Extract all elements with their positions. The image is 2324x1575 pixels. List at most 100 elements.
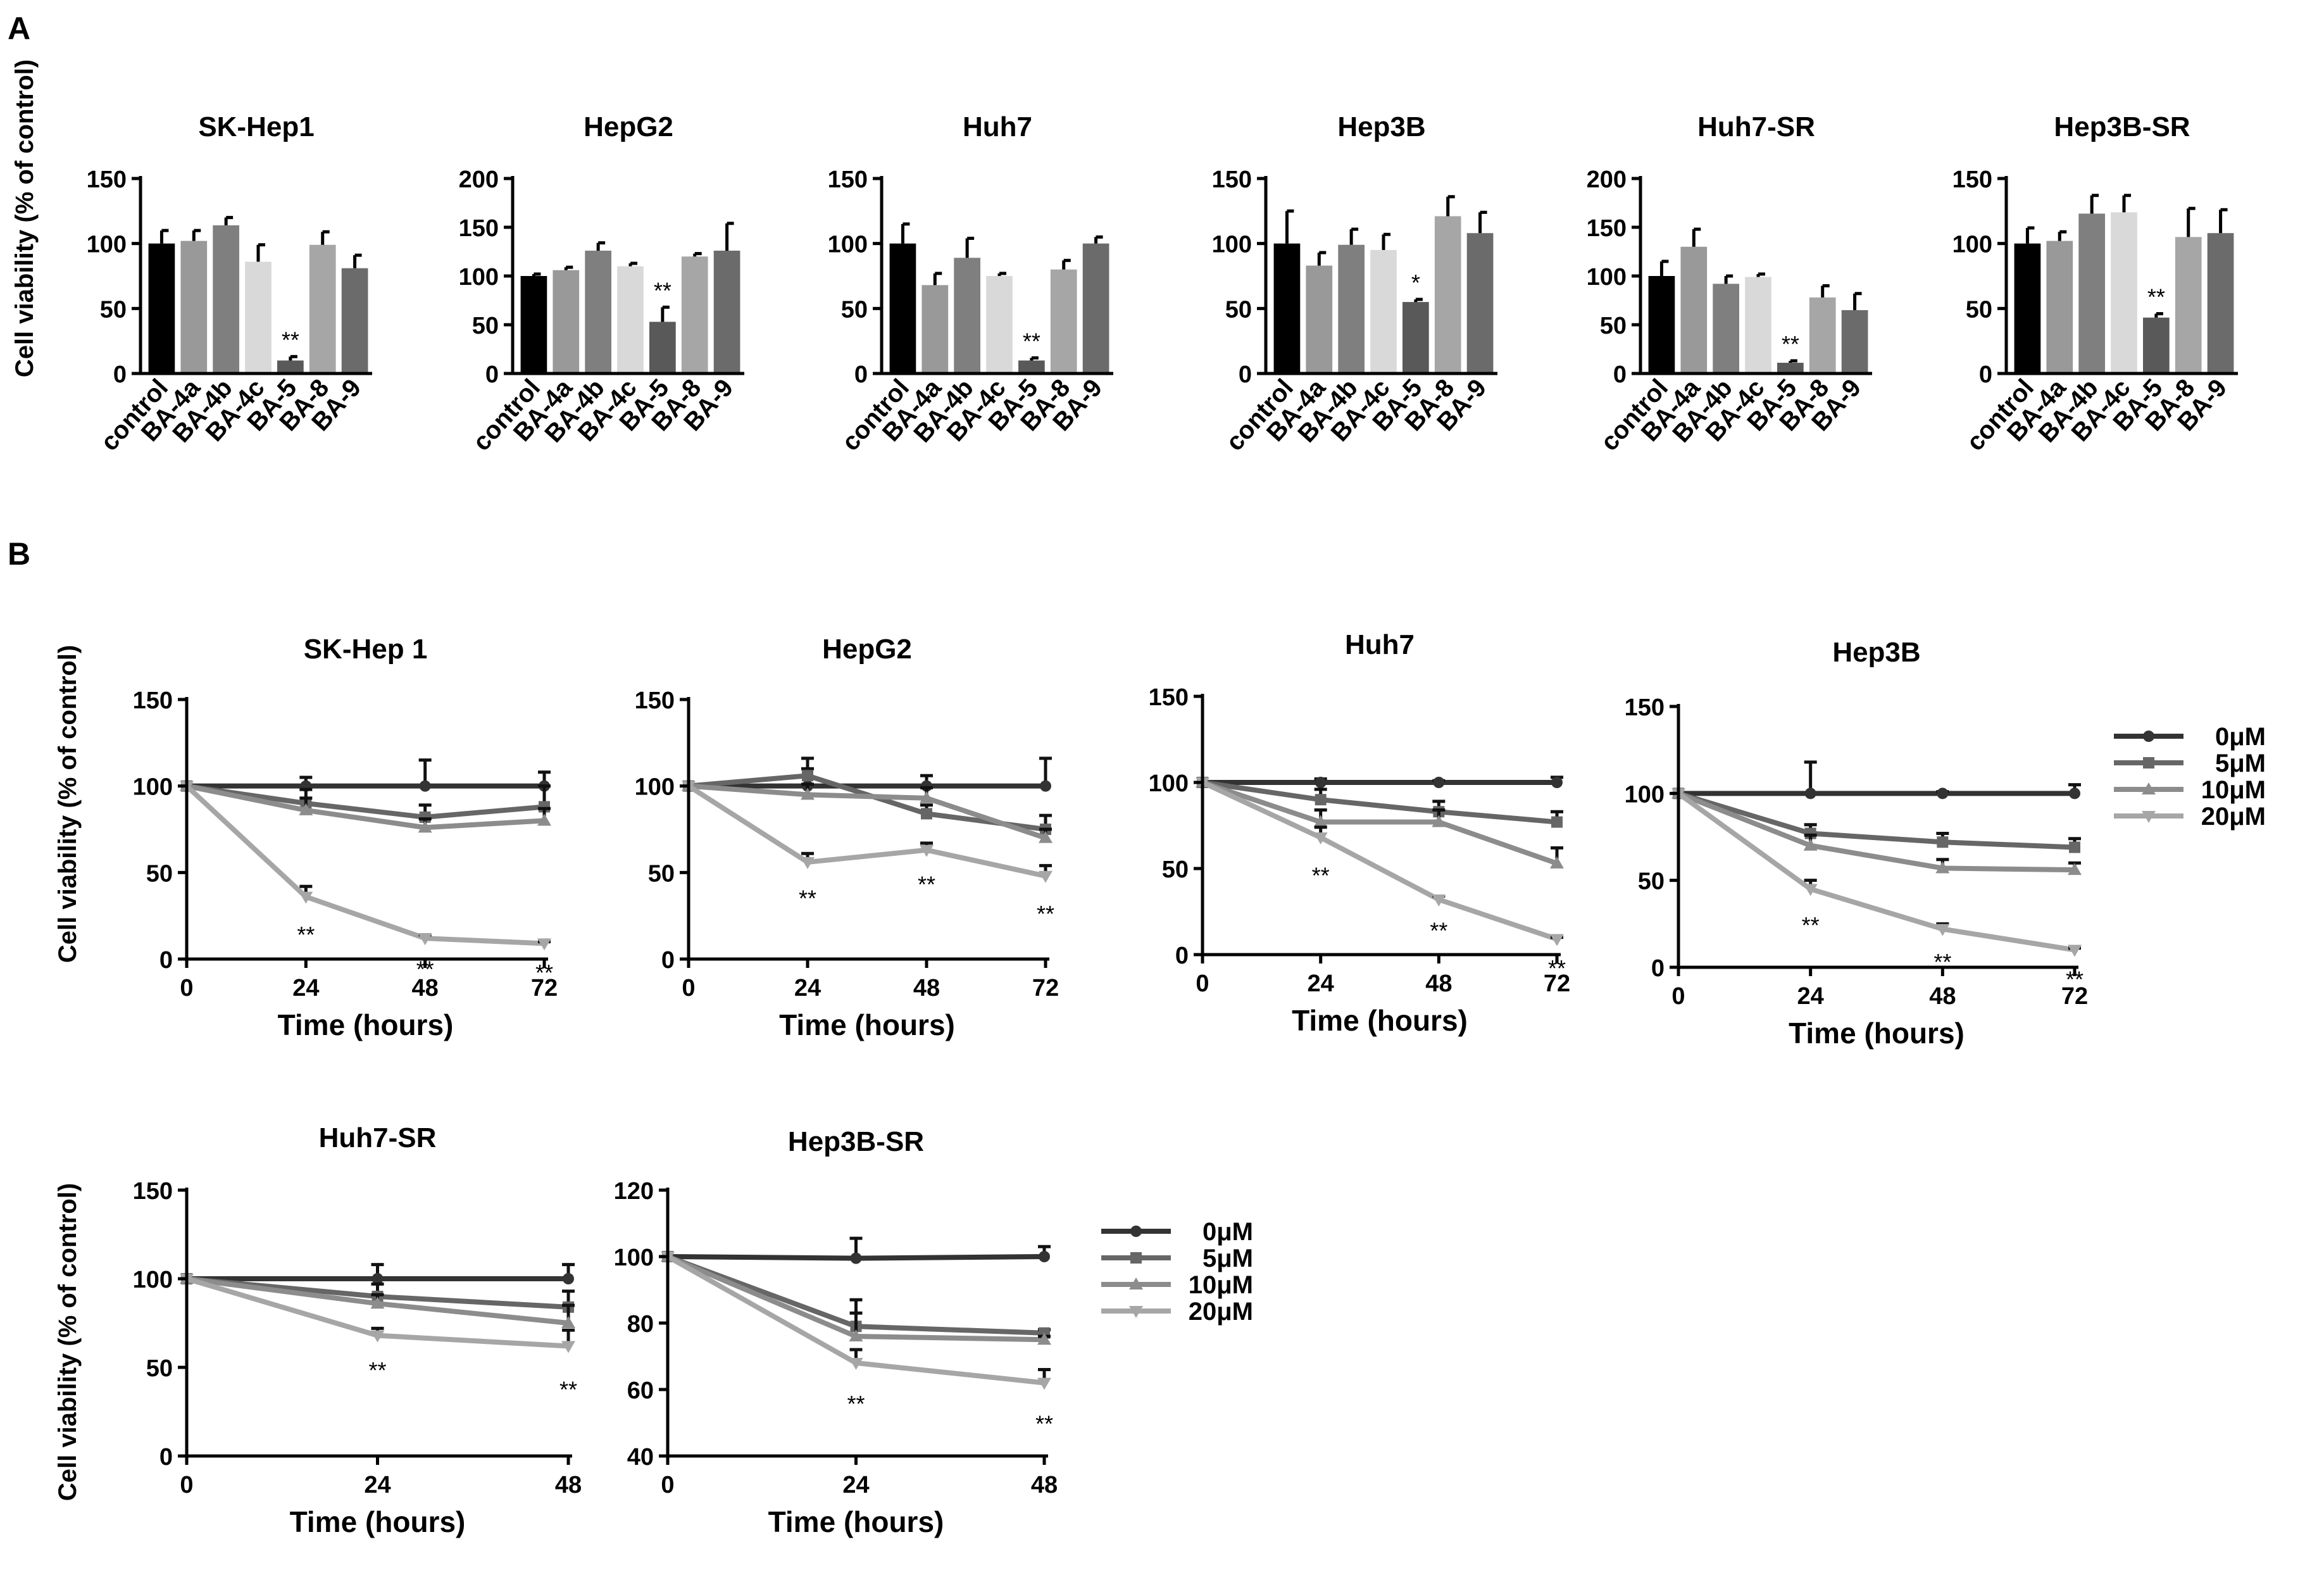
legend-marker xyxy=(1130,1226,1142,1237)
x-axis-label: Time (hours) xyxy=(278,1008,454,1041)
bar xyxy=(921,285,949,373)
significance-label: ** xyxy=(847,1391,865,1417)
significance-label: ** xyxy=(1430,917,1447,943)
x-tick-label: 48 xyxy=(1031,1472,1058,1498)
y-tick-label: 50 xyxy=(1225,296,1252,323)
bar-chart-0: SK-Hep1controlBA-4aBA-4bBA-4c**BA-5BA-8B… xyxy=(87,111,372,456)
y-tick-label: 50 xyxy=(472,313,499,339)
bar xyxy=(341,268,368,373)
y-tick-label: 50 xyxy=(841,296,868,323)
legend-marker xyxy=(2143,757,2154,769)
data-point xyxy=(849,1329,863,1341)
legend-marker xyxy=(2143,731,2154,742)
series-line xyxy=(1677,791,2075,850)
x-tick-label: 72 xyxy=(531,975,558,1001)
bar xyxy=(1745,277,1771,373)
x-tick-label: 0 xyxy=(180,975,193,1001)
x-tick-label: 24 xyxy=(1797,983,1824,1010)
bar xyxy=(1809,297,1836,373)
y-tick-label: 50 xyxy=(146,860,173,887)
data-point xyxy=(299,891,313,904)
data-point xyxy=(920,844,934,857)
panel-b-label: B xyxy=(8,536,30,572)
bar xyxy=(309,244,336,373)
x-tick-label: 48 xyxy=(1929,983,1956,1010)
y-tick-label: 150 xyxy=(635,687,675,714)
data-point xyxy=(1551,777,1563,788)
legend-label: 20μM xyxy=(2201,803,2266,831)
y-tick-label: 0 xyxy=(159,1444,173,1471)
chart-title: Huh7-SR xyxy=(1697,111,1815,142)
bar xyxy=(1050,269,1077,373)
data-point xyxy=(370,1296,385,1309)
y-tick-label: 100 xyxy=(1212,232,1252,258)
series-line xyxy=(1201,780,1558,942)
y-tick-label: 100 xyxy=(635,774,675,801)
bar xyxy=(1338,244,1365,373)
data-point xyxy=(2069,788,2080,800)
x-axis-label: Time (hours) xyxy=(1292,1004,1468,1037)
data-point xyxy=(418,820,432,833)
data-point xyxy=(1037,1377,1051,1390)
data-point xyxy=(1935,924,1950,936)
x-tick-label: 48 xyxy=(555,1472,582,1498)
data-point xyxy=(1803,884,1818,896)
y-tick-label: 60 xyxy=(627,1377,654,1404)
data-point xyxy=(537,938,551,951)
data-point xyxy=(1433,777,1445,788)
data-point xyxy=(370,1330,385,1343)
data-point xyxy=(2068,944,2082,957)
legend-label: 0μM xyxy=(2215,723,2266,751)
y-tick-label: 100 xyxy=(133,774,173,801)
panel-a-ylabel: Cell viability (% of control) xyxy=(11,60,39,377)
legend-label: 20μM xyxy=(1189,1298,1253,1326)
line-chart-4: Huh7-SR ** ** 0 50 100 150 0 24 48 Time (hours) xyxy=(133,1122,582,1538)
x-tick-label: 72 xyxy=(1032,975,1059,1001)
bar xyxy=(889,243,916,373)
y-tick-label: 50 xyxy=(146,1355,173,1382)
legend-marker xyxy=(2142,811,2156,823)
bar xyxy=(180,241,208,373)
y-tick-label: 100 xyxy=(459,264,499,291)
significance-label: ** xyxy=(654,277,672,303)
bar xyxy=(1018,360,1045,373)
significance-label: ** xyxy=(918,872,935,898)
data-point xyxy=(802,770,813,782)
data-point xyxy=(561,1341,575,1353)
y-tick-label: 0 xyxy=(1651,955,1665,982)
bar xyxy=(2046,241,2073,373)
y-tick-label: 0 xyxy=(1175,943,1189,969)
legend-label: 5μM xyxy=(1203,1245,1253,1272)
bar xyxy=(553,270,580,373)
data-point xyxy=(1432,894,1446,907)
chart-title: SK-Hep 1 xyxy=(304,634,428,665)
data-point xyxy=(1937,788,1949,800)
bar xyxy=(1680,246,1708,373)
data-point xyxy=(1804,788,1816,800)
significance-label: ** xyxy=(1782,331,1799,357)
bar xyxy=(2111,212,2137,373)
series-line xyxy=(687,784,1046,879)
legend-marker xyxy=(2142,782,2156,794)
y-tick-label: 150 xyxy=(133,1178,173,1205)
significance-label: * xyxy=(1411,270,1420,296)
bar xyxy=(2207,233,2234,373)
bar xyxy=(954,258,980,373)
data-point xyxy=(1039,831,1053,843)
legend-marker xyxy=(1129,1277,1143,1289)
bar-chart-5: Hep3B-SRcontrolBA-4aBA-4bBA-4c**BA-5BA-8… xyxy=(1952,111,2238,456)
data-point xyxy=(372,1273,384,1284)
data-point xyxy=(801,857,815,869)
y-tick-label: 0 xyxy=(1239,361,1252,388)
bar xyxy=(649,322,676,373)
x-axis-label: Time (hours) xyxy=(290,1505,466,1538)
bar xyxy=(2175,237,2202,373)
panel-b-ylabel-row1: Cell viability (% of control) xyxy=(54,645,82,963)
bar xyxy=(681,256,708,373)
series-line xyxy=(185,784,545,946)
y-tick-label: 0 xyxy=(159,947,173,974)
bar xyxy=(1434,216,1461,373)
y-tick-label: 0 xyxy=(661,947,675,974)
